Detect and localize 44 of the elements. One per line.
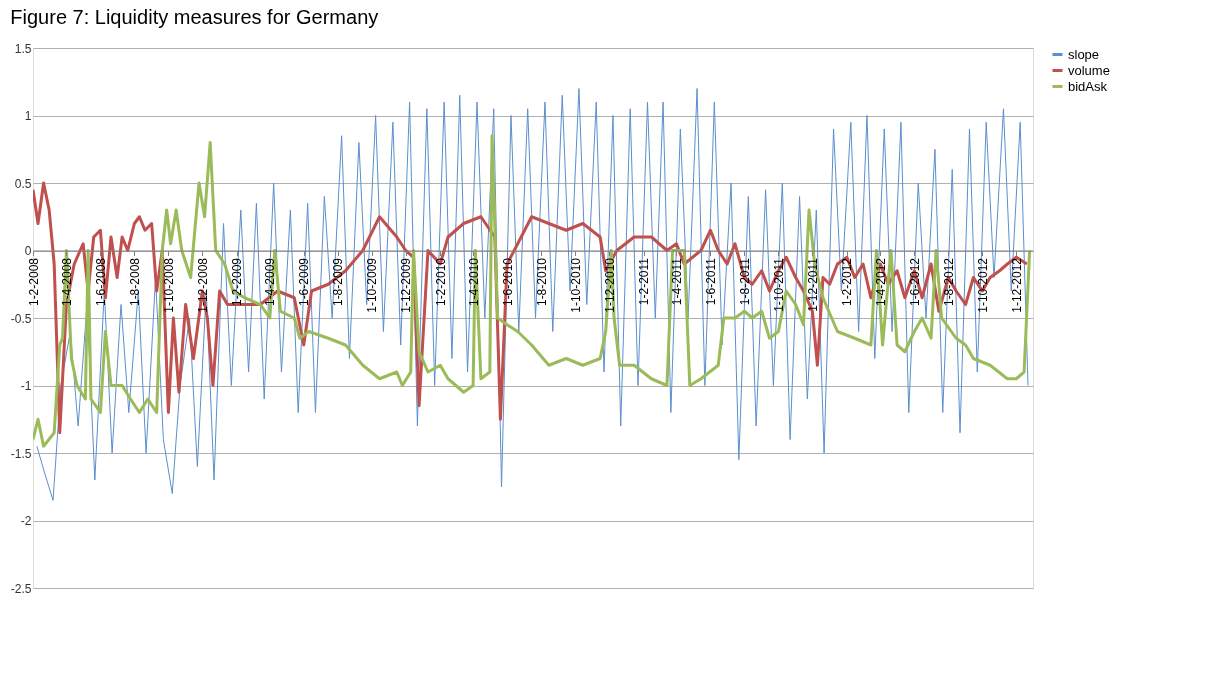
x-tick-label: 1-12-2010 bbox=[602, 257, 617, 313]
x-tick-label: 1-6-2008 bbox=[93, 257, 108, 307]
x-tick-label: 1-4-2009 bbox=[263, 257, 278, 307]
x-tick-label: 1-4-2011 bbox=[669, 257, 684, 306]
chart-title: Figure 7: Liquidity measures for Germany bbox=[10, 6, 379, 28]
x-tick-label: 1-8-2008 bbox=[127, 257, 142, 307]
x-tick-label: 1-8-2010 bbox=[534, 257, 549, 307]
y-tick-label: 1.5 bbox=[14, 41, 32, 56]
y-tick-label: 0 bbox=[24, 244, 32, 258]
x-tick-label: 1-4-2010 bbox=[466, 257, 481, 307]
x-tick-label: 1-10-2011 bbox=[771, 257, 786, 312]
x-tick-label: 1-8-2011 bbox=[737, 257, 752, 306]
y-tick-label: -2 bbox=[20, 514, 32, 528]
x-tick-label: 1-10-2012 bbox=[975, 257, 990, 313]
x-tick-label: 1-12-2008 bbox=[195, 257, 210, 313]
x-tick-label: 1-2-2012 bbox=[840, 257, 855, 307]
x-tick-label: 1-10-2008 bbox=[161, 257, 176, 313]
y-tick-label: -1 bbox=[20, 379, 32, 393]
x-tick-label: 1-2-2009 bbox=[230, 257, 245, 307]
line-series bbox=[36, 88, 1029, 501]
x-tick-label: 1-8-2009 bbox=[331, 257, 346, 307]
x-tick-label: 1-12-2012 bbox=[1009, 257, 1024, 313]
x-tick-label: 1-8-2012 bbox=[941, 257, 956, 307]
x-tick-label: 1-6-2011 bbox=[703, 257, 718, 306]
y-tick-label: -1.5 bbox=[10, 446, 32, 461]
x-tick-label: 1-12-2009 bbox=[399, 257, 414, 313]
y-tick-label: -0.5 bbox=[10, 311, 32, 326]
x-tick-label: 1-6-2012 bbox=[907, 257, 922, 307]
x-tick-label: 1-6-2009 bbox=[297, 257, 312, 307]
legend-label: slope bbox=[1068, 46, 1100, 62]
x-tick-label: 1-12-2011 bbox=[805, 257, 820, 312]
x-tick-label: 1-10-2009 bbox=[365, 257, 380, 313]
x-tick-label: 1-10-2010 bbox=[568, 257, 583, 313]
x-tick-label: 1-2-2010 bbox=[433, 257, 448, 307]
y-tick-label: 1 bbox=[24, 109, 32, 123]
y-tick-label: -2.5 bbox=[10, 581, 32, 596]
x-tick-label: 1-4-2008 bbox=[59, 257, 74, 307]
x-tick-label: 1-4-2012 bbox=[873, 257, 888, 307]
x-tick-label: 1-6-2010 bbox=[500, 257, 515, 307]
legend-label: volume bbox=[1068, 62, 1110, 78]
y-tick-label: 0.5 bbox=[14, 176, 32, 191]
x-tick-label: 1-2-2008 bbox=[26, 257, 41, 307]
legend-label: bidAsk bbox=[1068, 78, 1108, 94]
x-tick-label: 1-2-2011 bbox=[637, 257, 652, 306]
